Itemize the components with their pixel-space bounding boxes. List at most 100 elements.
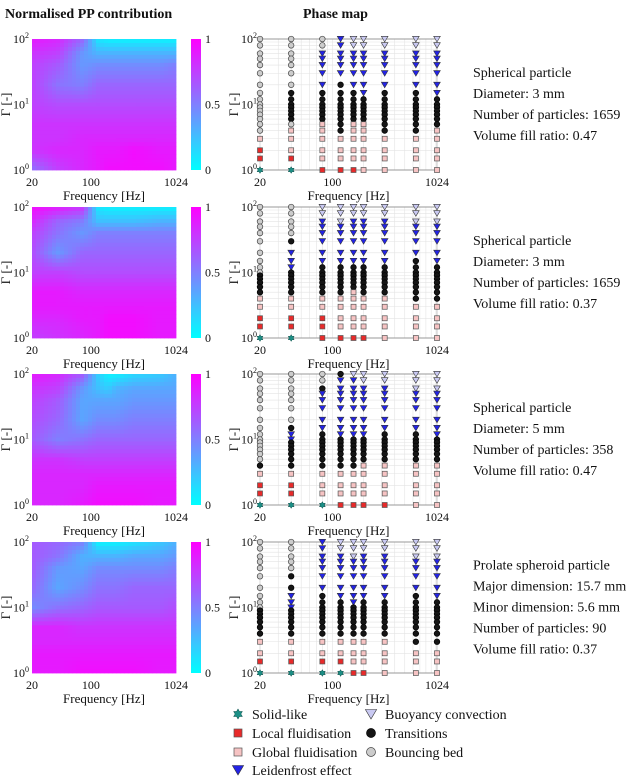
heatmap-cell (76, 82, 81, 88)
heatmap-cell (144, 50, 149, 56)
heatmap-cell (148, 62, 153, 68)
heatmap-cell (164, 481, 169, 486)
heatmap-cell (116, 397, 121, 403)
heatmap-cell (80, 593, 85, 598)
heatmap-cell (48, 266, 53, 271)
heatmap-cell (148, 633, 153, 638)
heatmap-cell (128, 445, 133, 450)
heatmap-cell (104, 377, 109, 383)
heatmap-cell (48, 489, 53, 494)
heatmap-cell (168, 385, 173, 391)
heatmap-cell (148, 42, 153, 48)
heatmap-cell (120, 425, 125, 430)
heatmap-cell (60, 238, 65, 244)
heatmap-cell (88, 633, 93, 638)
heatmap-cell (64, 158, 69, 163)
heatmap-cell (36, 553, 41, 559)
heatmap-cell (36, 330, 41, 335)
heatmap-cell (120, 465, 125, 470)
heatmap-cell (88, 126, 93, 131)
heatmap-cell (92, 437, 97, 442)
heatmap-cell (132, 94, 137, 99)
heatmap-cell (144, 542, 149, 547)
heatmap-cell (144, 39, 149, 44)
heatmap-cell (144, 290, 149, 295)
heatmap-cell (56, 593, 61, 598)
heatmap-cell (44, 258, 49, 263)
heatmap-cell (172, 238, 177, 244)
heatmap-cell (160, 258, 165, 263)
heatmap-cell (136, 653, 141, 658)
heatmap-cell (68, 481, 73, 486)
heatmap-cell (32, 497, 37, 502)
heatmap-cell (40, 110, 45, 115)
heatmap-cell (164, 110, 169, 115)
heatmap-cell (144, 258, 149, 263)
heatmap-cell (140, 158, 145, 163)
heatmap-cell (104, 262, 109, 267)
heatmap-cell (32, 226, 37, 232)
heatmap-cell (124, 282, 129, 287)
heatmap-cell (144, 585, 149, 591)
heatmap-cell (144, 254, 149, 260)
heatmap-cell (144, 222, 149, 228)
heatmap-cell (84, 242, 89, 248)
heatmap-cell (164, 613, 169, 618)
heatmap-cell (60, 605, 65, 610)
heatmap-cell (96, 405, 101, 411)
heatmap-cell (36, 290, 41, 295)
heatmap-cell (64, 62, 69, 68)
heatmap-cell (116, 577, 121, 583)
heatmap-cell (96, 569, 101, 575)
heatmap-cell (144, 298, 149, 303)
heatmap-cell (32, 118, 37, 123)
heatmap-cell (160, 425, 165, 430)
heatmap-cell (64, 150, 69, 155)
heatmap-cell (148, 625, 153, 630)
heatmap-cell (64, 397, 69, 403)
heatmap-cell (140, 126, 145, 131)
heatmap-cell (116, 314, 121, 319)
heatmap-cell (100, 417, 105, 423)
heatmap-cell (36, 142, 41, 147)
heatmap-cell (60, 42, 65, 48)
heatmap-cell (80, 322, 85, 327)
heatmap-cell (76, 605, 81, 610)
heatmap-cell (104, 286, 109, 291)
heatmap-cell (144, 613, 149, 618)
heatmap-cell (100, 645, 105, 650)
heatmap-cell (140, 222, 145, 228)
heatmap-cell (104, 405, 109, 411)
heatmap-cell (64, 218, 69, 224)
heatmap-cell (128, 629, 133, 634)
heatmap-cell (156, 501, 161, 506)
heatmap-cell (100, 649, 105, 654)
heatmap-cell (172, 561, 177, 567)
heatmap-cell (144, 461, 149, 466)
heatmap-cell (172, 326, 177, 331)
heatmap-cell (76, 609, 81, 614)
transitions-marker (381, 96, 388, 103)
heatmap-cell (156, 58, 161, 64)
heatmap-cell (44, 330, 49, 335)
heatmap-cell (140, 110, 145, 115)
heatmap-cell (64, 469, 69, 474)
heatmap-cell (128, 207, 133, 212)
heatmap-cell (148, 405, 153, 411)
heatmap-cell (124, 250, 129, 256)
heatmap-cell (144, 310, 149, 315)
heatmap-cell (88, 413, 93, 419)
heatmap-cell (72, 286, 77, 291)
heatmap-cell (104, 58, 109, 64)
heatmap-cell (140, 641, 145, 646)
heatmap-cell (60, 302, 65, 307)
heatmap-cell (36, 114, 41, 119)
heatmap-cell (72, 661, 77, 666)
heatmap-cell (96, 417, 101, 423)
heatmap-cell (72, 110, 77, 115)
heatmap-cell (92, 230, 97, 236)
heatmap-cell (136, 294, 141, 299)
heatmap-cell (84, 637, 89, 642)
heatmap-cell (72, 230, 77, 236)
bouncing-bed-marker (256, 96, 264, 103)
